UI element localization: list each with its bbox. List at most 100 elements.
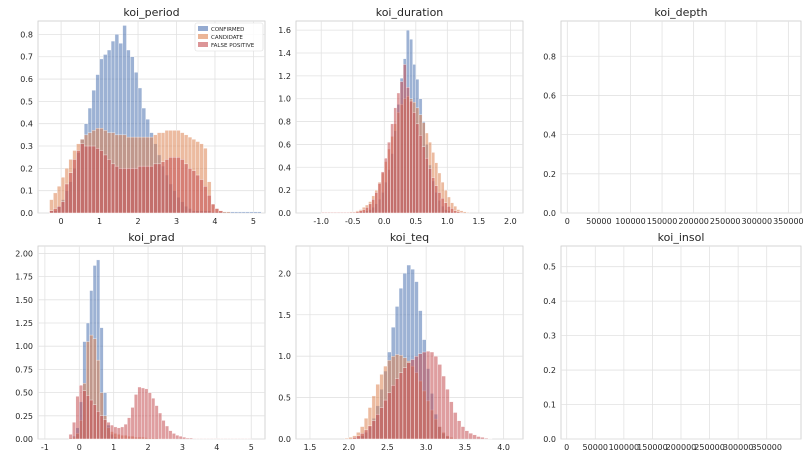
y-tick-label: 0.6 [543, 91, 556, 100]
histogram-bar [79, 385, 83, 440]
y-tick-label: 0.6 [20, 75, 33, 84]
subplot-4: 1.5 2.0 2.5 3.0 3.5 4.0 0.0 0.5 1.0 1.5 2.0 koi_teq [278, 231, 524, 452]
x-tick-label: 0.5 [409, 217, 422, 226]
histogram-bar [472, 434, 477, 440]
histogram-bar [141, 387, 145, 440]
series-2 [352, 351, 493, 440]
histogram-bar [428, 168, 432, 214]
x-tick-label: 0 [59, 217, 64, 226]
x-tick-label: 2.5 [381, 443, 394, 452]
histogram-bar [356, 435, 361, 440]
y-tick-label: 0.5 [543, 263, 556, 272]
y-tick-label: 0.0 [278, 435, 291, 444]
x-tick-label: 4 [212, 217, 217, 226]
histogram-bar [336, 212, 341, 214]
plot-area [560, 20, 802, 214]
histogram-bar [57, 206, 62, 214]
histogram-bar [409, 100, 413, 214]
histogram-bar [185, 437, 190, 440]
histogram-bar [387, 141, 391, 214]
histogram-bar [343, 212, 347, 214]
histogram-bar [327, 212, 331, 214]
histogram-bar [437, 364, 442, 440]
histogram-bar [187, 168, 193, 214]
histogram-bar [355, 211, 360, 214]
legend-swatch [198, 26, 208, 31]
histogram-bar [207, 194, 212, 214]
histogram-bar [161, 420, 166, 440]
histogram-bar [118, 168, 123, 214]
histogram-bar [226, 211, 231, 214]
histogram-bar [393, 107, 398, 214]
subplot-1: -1.0 -0.5 0.0 0.5 1.0 1.5 2.0 0.0 0.2 0.4 0.6 0.8 1.… [278, 6, 524, 226]
histogram-bar [358, 210, 363, 214]
histogram-bar [362, 209, 366, 214]
histogram-bar [103, 419, 107, 440]
histogram-bar [189, 437, 193, 440]
x-tick-label: 1.0 [441, 217, 454, 226]
histogram-bar [68, 434, 73, 440]
histogram-bar [218, 210, 223, 214]
y-tick-label: 2.0 [278, 269, 291, 278]
y-tick-label: 1.25 [15, 319, 33, 328]
x-tick-label: 100000 [609, 443, 640, 452]
x-tick-label: 250000 [710, 217, 741, 226]
histogram-bar [195, 174, 200, 214]
histogram-bar [126, 168, 131, 214]
histogram-bar [171, 433, 176, 440]
histogram-bar [433, 355, 438, 440]
histogram-bar [403, 64, 407, 214]
histogram-bar [377, 183, 382, 214]
histogram-bar [106, 422, 111, 440]
y-tick-label: 0.2 [543, 366, 556, 375]
x-tick-label: 5 [249, 443, 254, 452]
histogram-bar [241, 211, 246, 214]
subplot-title: koi_period [123, 6, 179, 19]
histogram-bar [415, 123, 420, 214]
histogram-bar [450, 208, 454, 214]
x-tick-label: -1 [41, 443, 49, 452]
legend: CONFIRMED CANDIDATE FALSE POSITIVE [194, 22, 264, 52]
histogram-bar [346, 212, 350, 214]
y-tick-label: 0.7 [20, 53, 33, 62]
x-tick-label: 3.0 [420, 443, 433, 452]
x-tick-label: 2 [146, 443, 151, 452]
histogram-bar [168, 157, 173, 214]
y-tick-label: 0.8 [278, 118, 291, 127]
x-tick-label: 2.0 [504, 217, 517, 226]
histogram-bar [418, 135, 423, 214]
histogram-bar [165, 425, 169, 440]
y-tick-label: 0.4 [278, 163, 291, 172]
y-tick-label: 0.25 [15, 412, 33, 421]
histogram-bar [445, 389, 450, 440]
histogram-bar [234, 211, 239, 214]
x-tick-label: 1 [111, 443, 116, 452]
histogram-bar [99, 150, 104, 214]
histogram-bar [360, 433, 365, 440]
histogram-bar [113, 426, 118, 440]
histogram-bar [134, 394, 138, 440]
histogram-bar [83, 145, 89, 214]
histogram-bar [72, 159, 77, 214]
histogram-bar [110, 163, 116, 214]
histogram-bar [199, 179, 204, 214]
y-tick-label: 1.00 [15, 342, 33, 351]
histogram-bar [387, 392, 392, 440]
y-tick-label: 0.5 [20, 97, 33, 106]
histogram-bar [425, 351, 431, 440]
histogram-bar [398, 372, 404, 440]
legend-swatch [198, 42, 208, 47]
y-tick-label: 0.4 [543, 131, 556, 140]
x-tick-label: 100000 [615, 217, 646, 226]
histogram-bar [175, 435, 180, 440]
legend-swatch [198, 34, 208, 39]
x-tick-label: 150000 [647, 217, 678, 226]
histogram-bar [440, 197, 445, 214]
x-tick-label: 200000 [666, 443, 697, 452]
histogram-bar [245, 211, 250, 214]
histogram-bar [374, 192, 379, 214]
histogram-bar [380, 171, 385, 214]
histogram-bar [75, 396, 80, 440]
x-tick-label: 1.5 [472, 217, 485, 226]
histogram-bar [410, 359, 415, 440]
